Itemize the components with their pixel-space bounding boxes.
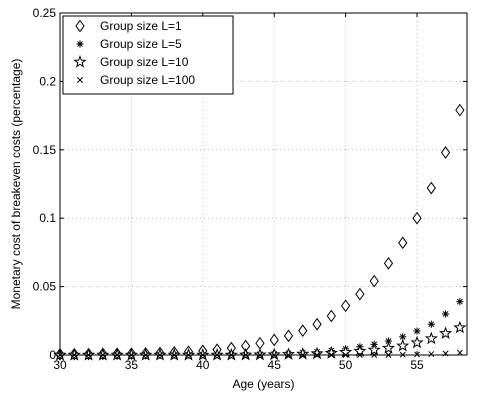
plot-area-frame xyxy=(59,12,468,356)
data-point-star xyxy=(253,347,267,361)
data-point-diamond xyxy=(355,287,365,301)
y-tick-label: 0.25 xyxy=(33,6,57,20)
data-point-star xyxy=(310,346,324,360)
y-tick-label: 0.05 xyxy=(33,280,57,294)
data-point-asterisk xyxy=(413,327,421,335)
legend-marker-x xyxy=(77,77,83,83)
data-point-star xyxy=(396,338,410,352)
data-point-star xyxy=(381,341,396,354)
data-point-diamond xyxy=(255,336,265,350)
y-axis-label: Monetary cost of breakeven costs (percen… xyxy=(9,59,23,310)
legend-box xyxy=(62,15,234,95)
data-point-star xyxy=(410,335,424,349)
data-point-diamond xyxy=(369,274,379,288)
data-point-star xyxy=(324,346,338,359)
series-1 xyxy=(55,103,465,361)
data-point-asterisk xyxy=(427,320,435,328)
data-point-diamond xyxy=(440,146,451,159)
legend-marker-star xyxy=(73,55,87,68)
data-point-diamond xyxy=(426,181,436,195)
data-point-diamond xyxy=(412,211,422,225)
data-point-x xyxy=(414,351,420,358)
data-point-star xyxy=(367,343,381,356)
data-point-diamond xyxy=(312,317,322,331)
data-point-x xyxy=(428,351,435,357)
y-tick-label: 0.2 xyxy=(39,74,56,88)
legend-marker-diamond xyxy=(75,19,85,33)
x-tick-label: 55 xyxy=(410,358,424,372)
data-point-star xyxy=(424,331,438,345)
x-tick-label: 35 xyxy=(125,358,139,372)
x-tick-label: 40 xyxy=(196,358,210,372)
data-point-diamond xyxy=(326,309,336,323)
axis-ticks: 30 35 40 45 50 55 0 0.05 0.1 0.15 0.2 0.25 xyxy=(33,6,467,372)
data-point-diamond xyxy=(298,324,308,337)
x-tick-label: 45 xyxy=(268,358,282,372)
data-point-diamond xyxy=(383,256,394,270)
data-point-diamond xyxy=(455,103,465,117)
data-point-star xyxy=(438,326,453,340)
data-point-x xyxy=(456,349,463,356)
legend-entry-label: Group size L=1 xyxy=(100,19,182,33)
data-point-star xyxy=(353,344,367,357)
data-point-diamond xyxy=(283,329,294,343)
data-point-star xyxy=(267,347,281,361)
y-tick-label: 0 xyxy=(49,348,56,362)
x-tick-label: 50 xyxy=(339,358,353,372)
data-point-star xyxy=(296,347,310,360)
data-point-star xyxy=(281,347,296,360)
y-tick-label: 0.1 xyxy=(39,211,56,225)
data-point-star xyxy=(453,320,467,334)
legend-marker-asterisk xyxy=(76,40,84,48)
data-point-asterisk xyxy=(441,310,450,318)
y-tick-label: 0.15 xyxy=(33,143,57,157)
data-point-diamond xyxy=(269,333,279,347)
data-point-diamond xyxy=(398,236,408,250)
legend: Group size L=1 Group size L=5 Group size L… xyxy=(62,15,234,95)
data-point-diamond xyxy=(340,299,351,313)
data-point-asterisk xyxy=(456,298,464,306)
legend-entry-label: Group size L=5 xyxy=(100,37,182,51)
data-points xyxy=(53,103,467,361)
legend-entry-label: Group size L=100 xyxy=(100,73,195,87)
x-axis-label: Age (years) xyxy=(232,377,294,391)
x-tick-label: 30 xyxy=(53,358,67,372)
legend-entry-label: Group size L=10 xyxy=(100,55,189,69)
